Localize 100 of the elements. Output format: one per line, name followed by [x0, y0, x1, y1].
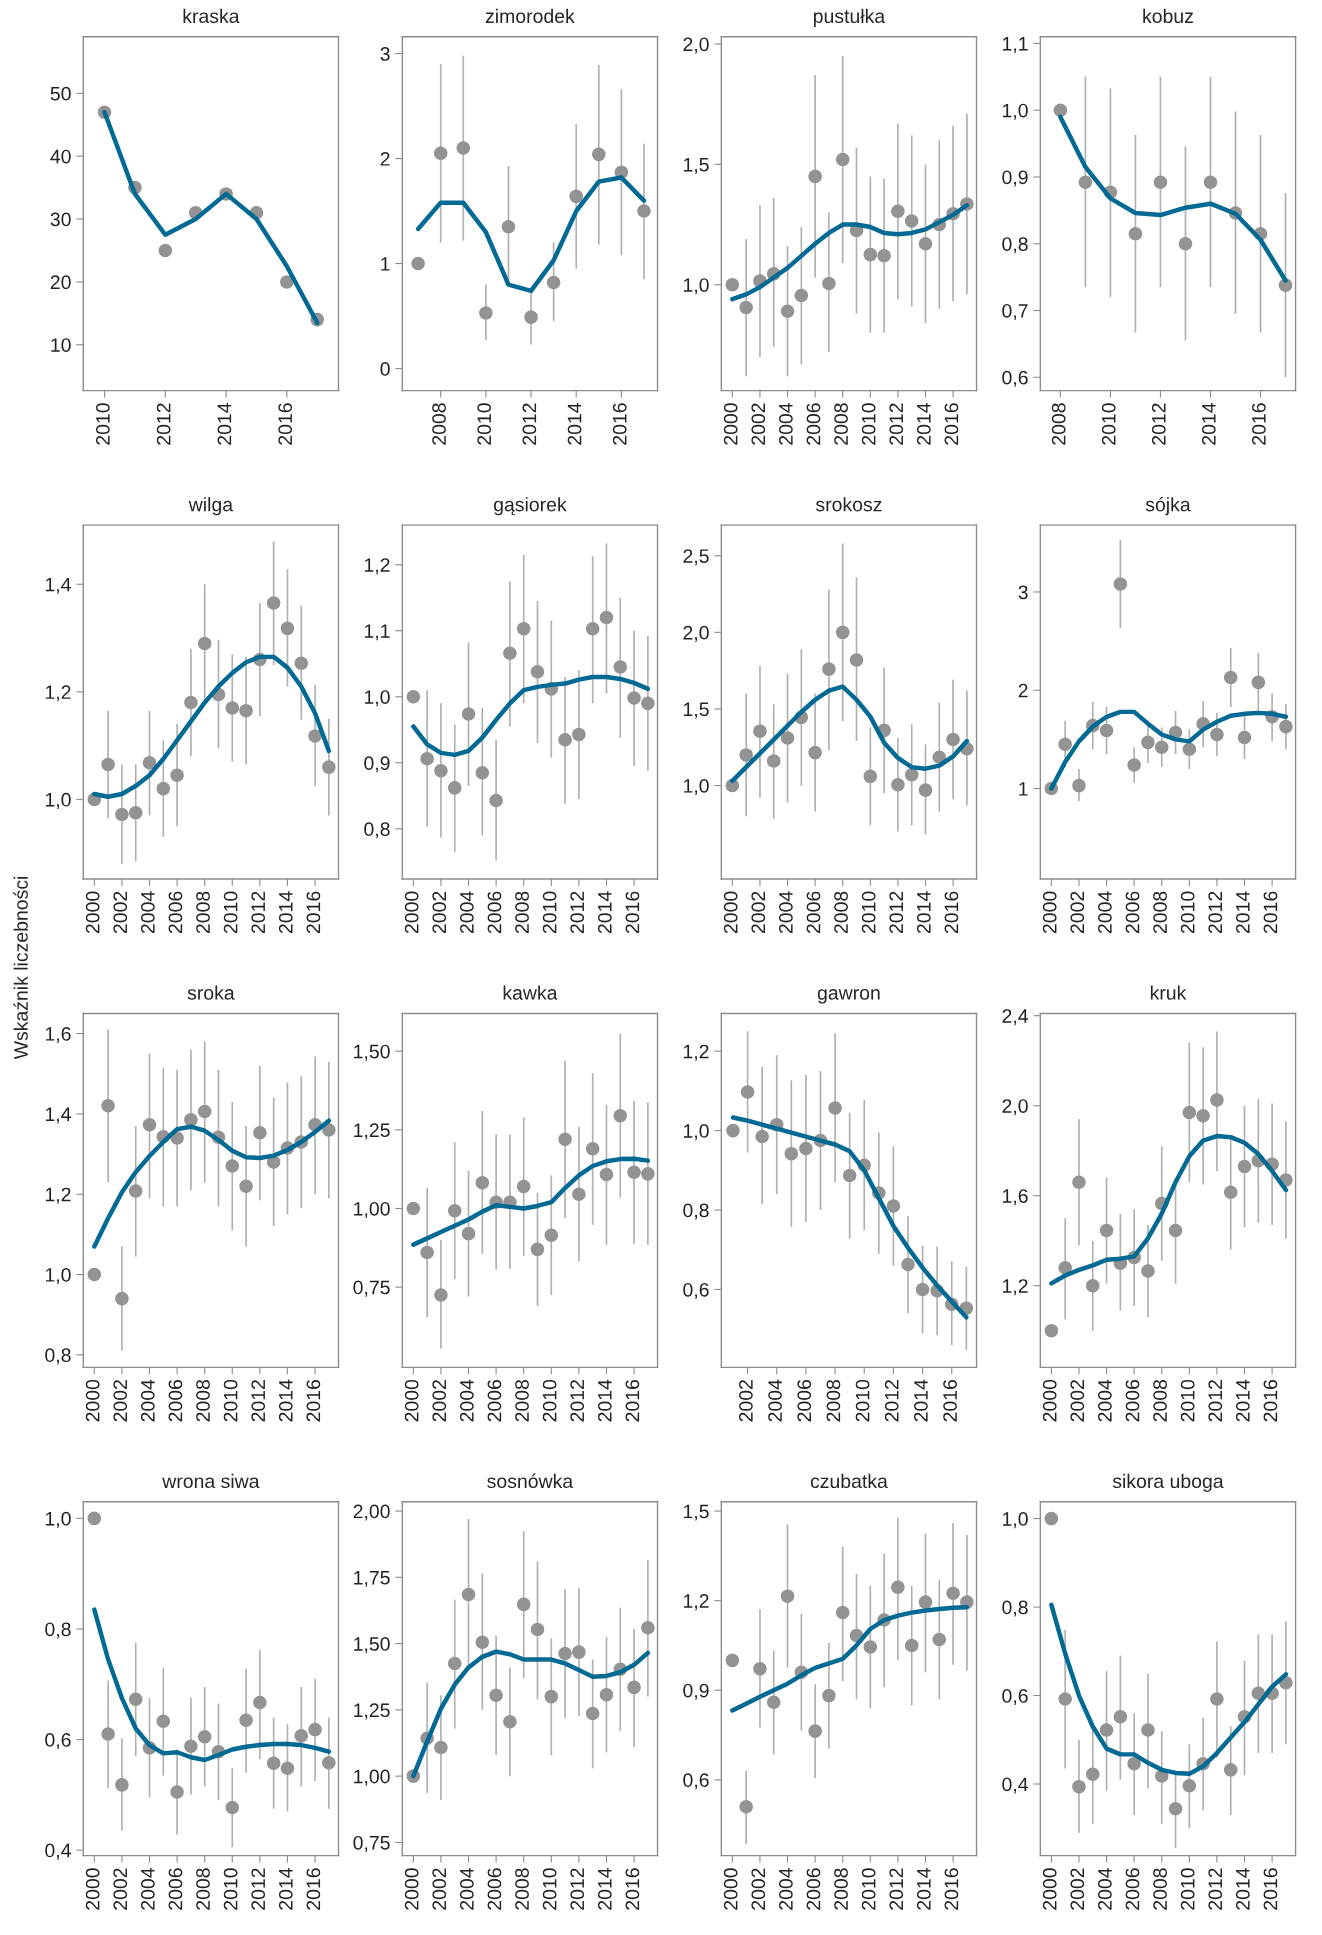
point	[1279, 719, 1293, 734]
point	[128, 1692, 143, 1706]
y-tick-label: 1,4	[45, 1107, 71, 1124]
x-tick-label: 2008	[834, 403, 848, 445]
point	[266, 596, 281, 610]
point	[1237, 1159, 1252, 1174]
x-tick-label: 2000	[723, 891, 738, 934]
point	[87, 1511, 102, 1526]
x-tick-label: 2010	[861, 403, 876, 445]
point	[1168, 1802, 1183, 1816]
x-tick-label: 2016	[944, 1868, 959, 1910]
x-tick-label: 2010	[542, 1379, 557, 1422]
x-tick-label: 2016	[1263, 891, 1278, 934]
point	[489, 1688, 503, 1703]
point	[822, 1688, 836, 1703]
point	[1113, 1710, 1128, 1724]
y-tick-label: 1,00	[354, 1201, 390, 1219]
y-tick-label: 2,00	[353, 1504, 390, 1521]
y-tick-label: 0,6	[683, 1282, 709, 1300]
x-tick-label: 2004	[459, 1868, 474, 1910]
x-tick-label: 2004	[778, 403, 793, 445]
point	[1078, 175, 1093, 190]
point	[1058, 737, 1072, 752]
y-tick-label: 0,8	[45, 1348, 71, 1365]
point	[406, 689, 421, 704]
x-tick-label: 2004	[140, 1868, 155, 1910]
y-tick-label: 1,0	[1002, 103, 1028, 120]
chart-title: wilga	[188, 497, 234, 516]
point	[115, 1778, 129, 1792]
point	[835, 152, 850, 167]
point	[627, 1165, 641, 1180]
point	[1072, 1175, 1086, 1189]
y-tick-label: 1,0	[683, 278, 709, 295]
chart-title: gawron	[817, 989, 880, 1004]
y-tick-label: 1,0	[1002, 1512, 1028, 1529]
point	[1153, 175, 1168, 190]
x-tick-label: 2006	[168, 1868, 183, 1910]
y-tick-label: 0,8	[1002, 1600, 1028, 1617]
point	[1154, 740, 1169, 755]
x-tick-label: 2006	[168, 1379, 183, 1422]
point	[184, 1113, 198, 1127]
point	[461, 1226, 476, 1241]
point	[225, 1159, 240, 1173]
point	[725, 277, 740, 292]
y-tick-label: 1,50	[354, 1637, 390, 1654]
point	[475, 1175, 490, 1190]
x-tick-label: 2008	[826, 1379, 841, 1422]
y-tick-label: 1,0	[683, 779, 709, 796]
y-tick-label: 30	[50, 212, 71, 227]
x-tick-label: 2008	[1153, 891, 1167, 934]
y-tick-label: 50	[50, 86, 71, 101]
point	[253, 1125, 267, 1140]
y-tick-label: 0,75	[353, 1835, 390, 1852]
x-tick-label: 2006	[1125, 1868, 1140, 1910]
point	[1168, 1223, 1183, 1238]
x-tick-label: 2014	[278, 891, 293, 934]
x-tick-label: 2010	[223, 891, 238, 934]
point	[434, 1740, 448, 1755]
point	[530, 664, 545, 679]
point	[780, 1589, 795, 1603]
y-tick-label: 1,6	[45, 1027, 71, 1044]
x-tick-label: 2012	[889, 891, 904, 934]
x-tick-label: 2000	[723, 403, 738, 445]
x-tick-label: 2006	[806, 1868, 821, 1910]
x-tick-label: 2012	[251, 891, 266, 934]
x-tick-label: 2002	[751, 403, 766, 445]
point	[572, 1187, 586, 1202]
point	[932, 1632, 947, 1647]
point	[294, 1728, 309, 1743]
x-tick-label: 2004	[1098, 891, 1112, 934]
x-tick-label: 2006	[806, 891, 821, 934]
point	[740, 1085, 755, 1099]
x-tick-label: 2014	[217, 403, 232, 445]
x-tick-label: 2004	[459, 1379, 474, 1422]
x-tick-label: 2008	[196, 891, 210, 934]
point	[1072, 778, 1086, 793]
point	[627, 1680, 641, 1695]
point	[456, 141, 471, 155]
y-tick-label: 1,0	[683, 1124, 709, 1141]
y-tick-label: 0,6	[683, 1773, 709, 1790]
point	[766, 1695, 781, 1709]
point	[524, 310, 538, 324]
x-tick-label: 2012	[1208, 1868, 1223, 1910]
point	[739, 300, 753, 315]
point	[420, 752, 434, 766]
y-tick-label: 2	[380, 152, 390, 166]
point	[637, 204, 651, 218]
x-tick-label: 2012	[251, 1380, 266, 1422]
x-tick-label: 2008	[1153, 1379, 1167, 1422]
point	[739, 748, 753, 762]
x-tick-label: 2014	[597, 1868, 612, 1910]
chart-title: zimorodek	[485, 8, 575, 24]
y-tick-label: 0,9	[364, 756, 390, 773]
x-tick-label: 2000	[85, 891, 100, 934]
point	[1128, 226, 1143, 241]
x-tick-label: 2016	[625, 891, 640, 934]
point	[406, 1201, 421, 1216]
point	[280, 621, 295, 636]
y-tick-label: 1	[1019, 782, 1028, 796]
x-tick-label: 2010	[861, 1868, 876, 1910]
